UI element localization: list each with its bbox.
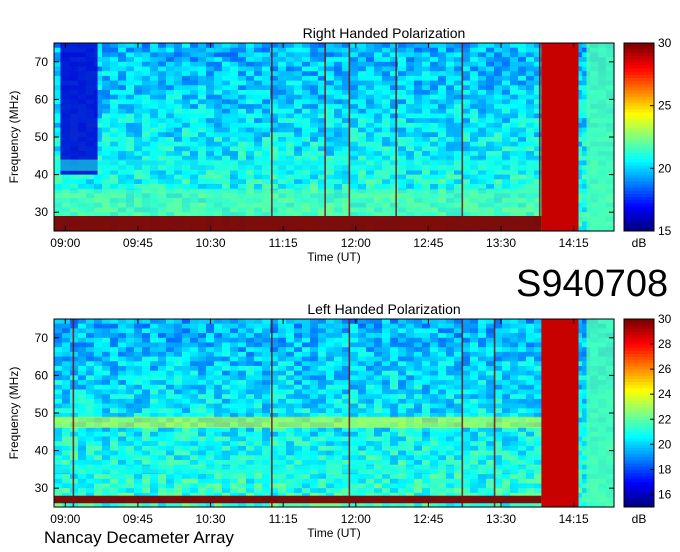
x-tick-label: 12:00 [341, 512, 371, 526]
x-tick-label: 12:00 [341, 236, 371, 250]
dark-segment [60, 43, 98, 175]
colorbar-tick-label: 22 [658, 412, 672, 426]
chart-title: Left Handed Polarization [307, 301, 460, 317]
source-label: Nancay Decameter Array [44, 528, 234, 547]
emission-band [54, 495, 542, 504]
y-tick-label: 60 [35, 92, 49, 106]
spectrogram-background [54, 319, 615, 508]
x-axis-label: Time (UT) [307, 250, 361, 264]
x-tick-label: 14:15 [559, 236, 589, 250]
y-tick-label: 30 [35, 481, 49, 495]
y-tick-label: 50 [35, 130, 49, 144]
x-tick-label: 09:00 [50, 236, 80, 250]
x-tick-label: 11:15 [269, 512, 298, 526]
x-tick-label: 10:30 [196, 236, 226, 250]
x-tick-label: 12:45 [413, 512, 443, 526]
y-tick-label: 70 [35, 55, 49, 69]
colorbar-tick-label: 16 [658, 487, 672, 501]
colorbar-tick-label: 18 [658, 462, 672, 476]
y-tick-label: 70 [35, 331, 49, 345]
colorbar: 16 18 20 22 24 26 28 30 dB [623, 312, 672, 526]
chart-title: Right Handed Polarization [303, 25, 466, 41]
colorbar-tick-label: 15 [658, 224, 672, 238]
emission-band [54, 416, 542, 429]
spectrogram-panel-1: Right Handed Polarization 09:00 09:45 10:30… [7, 25, 672, 264]
saturated-segment [541, 319, 579, 507]
y-axis-label: Frequency (MHz) [7, 91, 21, 184]
y-tick-label: 40 [35, 168, 49, 182]
colorbar-tick-label: 20 [658, 437, 672, 451]
colorbar-tick-label: 20 [658, 161, 672, 175]
colorbar-tick-label: 26 [658, 362, 672, 376]
x-tick-label: 10:30 [196, 512, 226, 526]
colorbar-unit: dB [632, 236, 647, 250]
colorbar-tick-label: 25 [658, 99, 672, 113]
y-tick-label: 30 [35, 205, 49, 219]
spectrogram-panel-2: Left Handed Polarization 09:00 09:45 10:30 1… [7, 301, 672, 540]
emission-band [54, 465, 542, 474]
colorbar: 15 20 25 30 dB [623, 36, 672, 250]
saturated-segment [541, 43, 579, 231]
emission-band [54, 159, 542, 171]
y-tick-label: 50 [35, 406, 49, 420]
colorbar-unit: dB [632, 512, 647, 526]
x-tick-label: 09:45 [123, 236, 153, 250]
x-tick-label: 09:00 [50, 512, 80, 526]
y-tick-label: 60 [35, 368, 49, 382]
colorbar-tick-label: 28 [658, 337, 672, 351]
colorbar-frame [623, 42, 655, 232]
emission-band [54, 189, 542, 216]
colorbar-frame [623, 318, 655, 508]
event-id-label: S940708 [516, 263, 669, 305]
colorbar-tick-label: 30 [658, 36, 672, 50]
colorbar-tick-label: 30 [658, 312, 672, 326]
x-tick-label: 09:45 [123, 512, 153, 526]
x-tick-label: 12:45 [413, 236, 443, 250]
y-axis-label: Frequency (MHz) [7, 367, 21, 460]
x-tick-label: 11:15 [269, 236, 298, 250]
colorbar-tick-label: 24 [658, 387, 672, 401]
emission-band [54, 215, 542, 231]
y-tick-label: 40 [35, 444, 49, 458]
x-tick-label: 14:15 [559, 512, 589, 526]
x-axis-label: Time (UT) [307, 526, 361, 540]
x-tick-label: 13:30 [486, 236, 516, 250]
x-tick-label: 13:30 [486, 512, 516, 526]
